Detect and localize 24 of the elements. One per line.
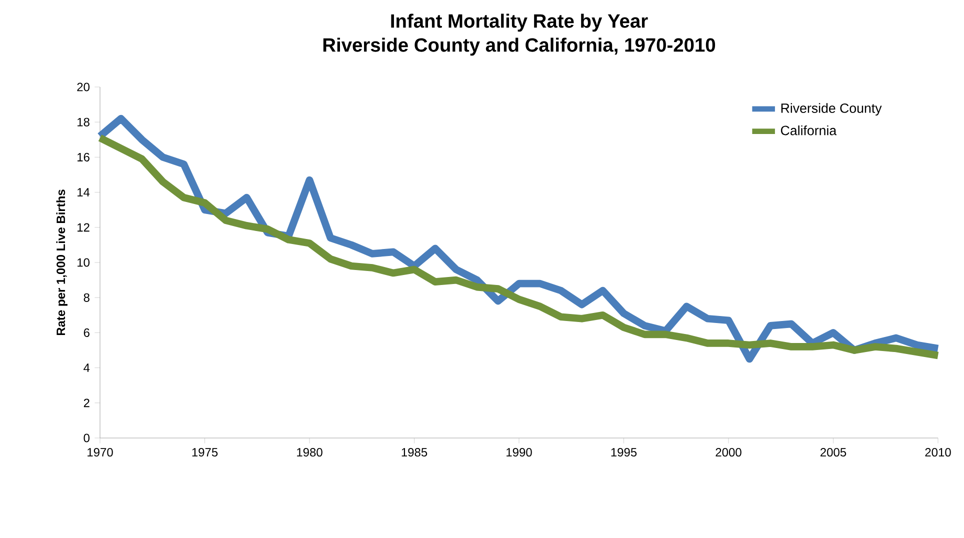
legend-label: Riverside County (781, 103, 882, 116)
y-tick-label: 6 (84, 328, 90, 337)
x-tick-label: 1970 (88, 448, 113, 457)
y-tick-label: 4 (84, 364, 90, 372)
y-tick-label: 20 (77, 82, 90, 92)
y-tick-label: 8 (84, 293, 90, 302)
y-axis-title: Rate per 1,000 Live Births (56, 190, 68, 336)
y-tick-label: 10 (78, 258, 90, 267)
y-tick-label: 16 (78, 152, 90, 162)
y-tick-label: 12 (78, 223, 90, 232)
x-tick-label: 1975 (192, 448, 218, 457)
x-tick-label: 2010 (925, 448, 951, 457)
legend-label: California (780, 125, 837, 136)
y-tick-label: 18 (78, 118, 90, 126)
x-tick-label: 2000 (716, 448, 742, 457)
y-tick-label: 0 (84, 434, 90, 442)
x-tick-label: 1990 (506, 448, 532, 457)
x-tick-label: 1980 (297, 448, 322, 457)
y-tick-label: 2 (84, 398, 90, 408)
x-tick-label: 1985 (402, 448, 428, 457)
x-tick-label: 2005 (820, 448, 846, 457)
y-tick-label: 14 (78, 188, 90, 196)
chart-title: Infant Mortality Rate by Year Riverside County and California, 1970-2010 (323, 14, 716, 56)
x-tick-label: 1995 (611, 448, 637, 457)
